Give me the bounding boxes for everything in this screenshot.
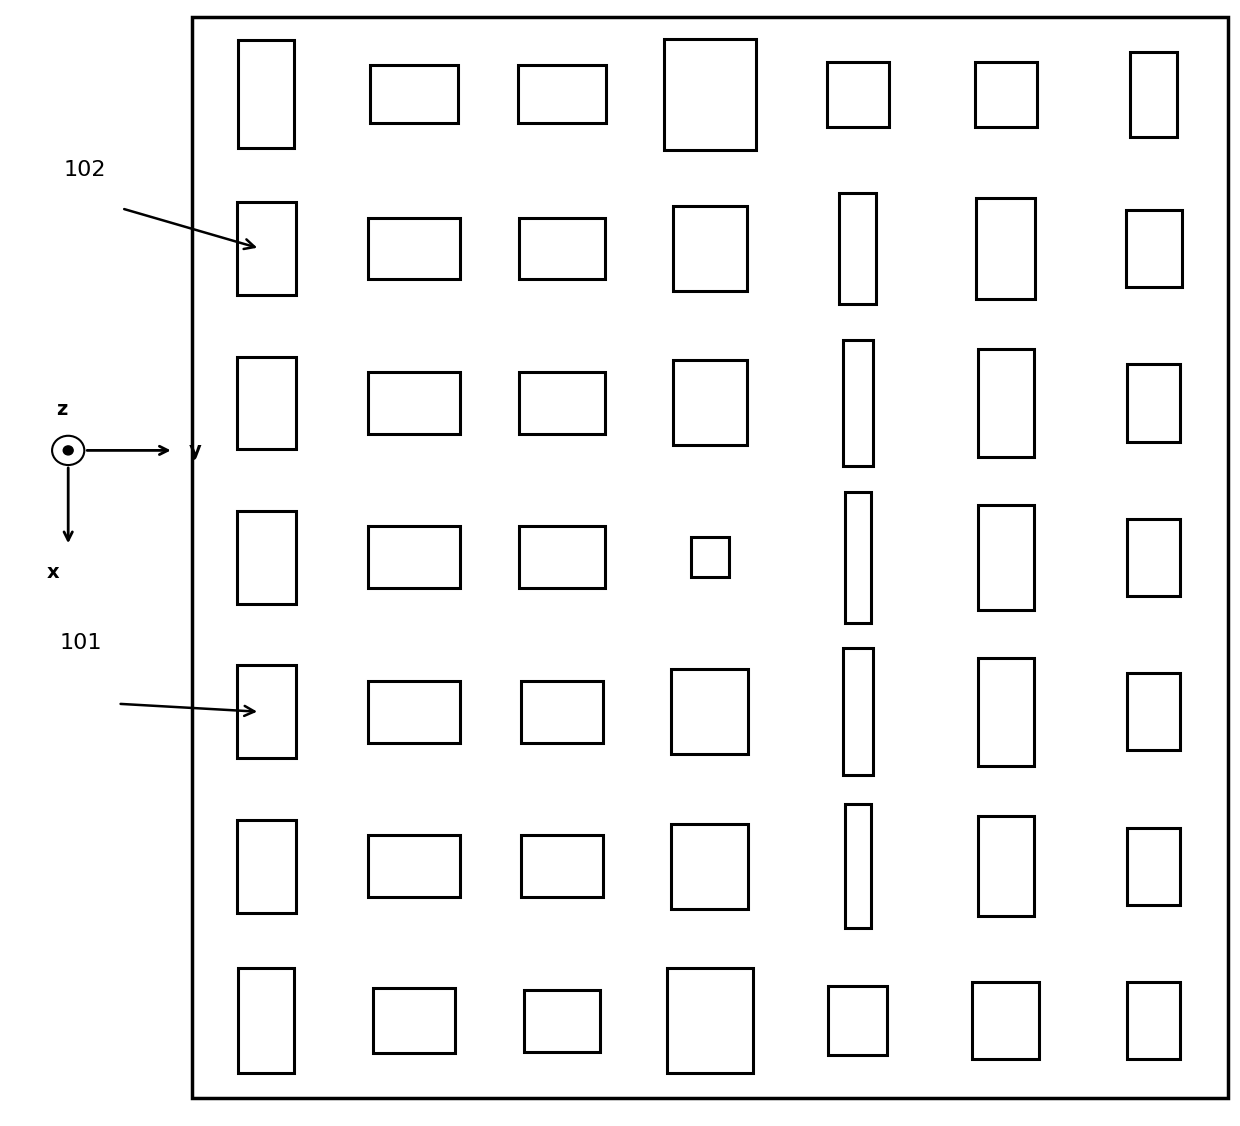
Bar xyxy=(665,38,755,150)
Text: 102: 102 xyxy=(63,160,105,180)
Bar xyxy=(237,511,296,604)
Bar xyxy=(839,193,877,304)
Bar xyxy=(523,990,600,1052)
Bar xyxy=(844,804,872,928)
Bar xyxy=(238,968,294,1073)
Bar xyxy=(1126,209,1182,287)
Bar xyxy=(368,217,460,279)
Bar xyxy=(673,206,746,291)
Bar xyxy=(368,527,460,588)
Bar xyxy=(517,65,606,124)
Bar xyxy=(977,816,1034,917)
Bar xyxy=(520,527,605,588)
Text: z: z xyxy=(56,400,68,419)
Bar xyxy=(977,658,1034,766)
Bar xyxy=(520,372,605,434)
Text: 101: 101 xyxy=(60,633,102,653)
Bar xyxy=(373,989,455,1053)
Bar xyxy=(1127,365,1180,441)
Bar xyxy=(975,62,1037,126)
Bar xyxy=(844,492,872,623)
Bar xyxy=(691,537,729,578)
Bar xyxy=(843,340,873,466)
Bar xyxy=(237,203,296,295)
Circle shape xyxy=(52,436,84,465)
Bar xyxy=(671,824,749,909)
Bar xyxy=(521,835,603,897)
Bar xyxy=(1127,673,1180,750)
Bar xyxy=(368,681,460,743)
Text: y: y xyxy=(188,441,201,459)
Bar xyxy=(673,360,746,446)
Bar xyxy=(1130,52,1177,136)
Bar xyxy=(977,349,1034,457)
Bar xyxy=(667,968,753,1073)
Bar xyxy=(237,820,296,912)
Bar xyxy=(972,982,1039,1060)
Bar xyxy=(368,372,460,434)
Bar xyxy=(827,62,889,126)
Bar xyxy=(1127,828,1180,905)
Bar xyxy=(237,665,296,758)
Bar xyxy=(238,41,294,149)
Bar xyxy=(671,669,749,754)
Bar xyxy=(1127,982,1180,1060)
Bar xyxy=(520,217,605,279)
Bar xyxy=(976,198,1035,298)
Bar xyxy=(192,17,1228,1098)
Circle shape xyxy=(63,446,73,455)
Bar xyxy=(237,357,296,449)
Bar xyxy=(368,835,460,897)
Bar xyxy=(977,504,1034,610)
Bar xyxy=(1127,519,1180,596)
Bar xyxy=(370,65,459,124)
Bar xyxy=(521,681,603,743)
Bar xyxy=(843,649,873,775)
Text: x: x xyxy=(47,563,60,582)
Bar xyxy=(828,986,888,1055)
